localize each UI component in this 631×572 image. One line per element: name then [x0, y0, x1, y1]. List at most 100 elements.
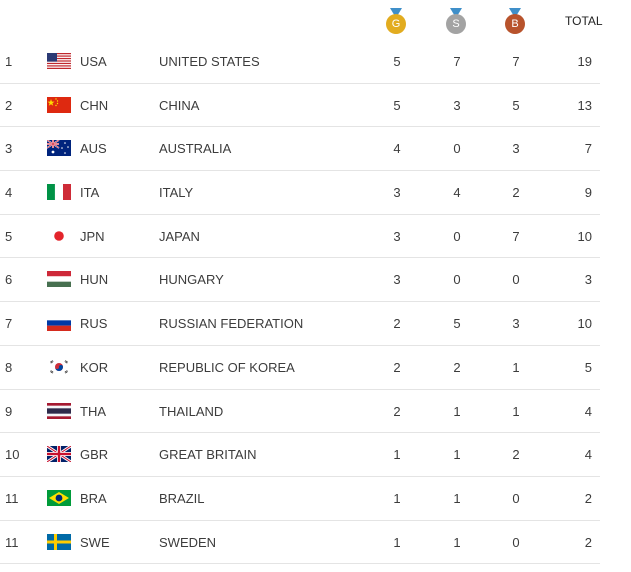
kor-flag-icon [47, 358, 71, 375]
rank: 3 [5, 141, 13, 157]
country-code: CHN [80, 97, 109, 113]
silver-count: 5 [453, 316, 461, 332]
gold-count: 3 [393, 185, 401, 201]
ita-flag-icon [47, 183, 71, 201]
country-code: THA [80, 403, 106, 419]
table-row[interactable]: 11 SWE SWEDEN 1 1 0 2 [0, 521, 600, 565]
silver-count: 2 [453, 359, 461, 375]
country-name[interactable]: UNITED STATES [159, 54, 260, 69]
silver-count: 1 [453, 490, 461, 506]
gold-count: 5 [393, 97, 401, 113]
gold-count: 2 [393, 403, 401, 419]
country-name[interactable]: AUSTRALIA [159, 141, 232, 157]
gold-count: 2 [393, 316, 401, 332]
bronze-medal-icon: B [505, 8, 525, 38]
bronze-count: 2 [512, 447, 520, 463]
bronze-count: 7 [512, 54, 520, 69]
rank: 11 [5, 534, 19, 550]
country-name[interactable]: CHINA [159, 97, 200, 113]
country-name[interactable]: HUNGARY [159, 272, 224, 288]
gold-count: 3 [393, 272, 401, 288]
rank: 11 [5, 490, 19, 506]
silver-count: 4 [453, 185, 461, 201]
usa-flag-icon [47, 53, 71, 69]
bronze-count: 1 [512, 359, 520, 375]
total-count: 4 [584, 403, 592, 419]
table-row[interactable]: 2 CHN CHINA 5 3 5 13 [0, 84, 600, 128]
total-count: 2 [584, 490, 592, 506]
table-row[interactable]: 5 JPN JAPAN 3 0 7 10 [0, 215, 600, 259]
total-count: 3 [584, 272, 592, 288]
country-name[interactable]: JAPAN [159, 228, 200, 244]
table-row[interactable]: 11 BRA BRAZIL 1 1 0 2 [0, 477, 600, 521]
country-code: USA [80, 54, 107, 69]
swe-flag-icon [47, 533, 71, 550]
bronze-letter: B [505, 14, 525, 34]
country-code: GBR [80, 447, 109, 463]
rank: 9 [5, 403, 13, 419]
country-code: AUS [80, 141, 107, 157]
table-row[interactable]: 7 RUS RUSSIAN FEDERATION 2 5 3 10 [0, 302, 600, 346]
bronze-count: 2 [512, 185, 520, 201]
country-name[interactable]: ITALY [159, 185, 194, 201]
table-body: 1 USA UNITED STATES 5 7 7 19 2 CHN CHINA 5 3 5 13 3 AUS… [0, 40, 631, 565]
table-row[interactable]: 4 ITA ITALY 3 4 2 9 [0, 171, 600, 215]
rank: 8 [5, 359, 13, 375]
country-code: JPN [80, 228, 105, 244]
silver-count: 1 [453, 534, 461, 550]
gold-count: 1 [393, 447, 401, 463]
silver-count: 0 [453, 272, 461, 288]
gold-count: 4 [393, 141, 401, 157]
bra-flag-icon [47, 489, 71, 506]
rus-flag-icon [47, 315, 71, 332]
table-row[interactable]: 3 AUS AUSTRALIA 4 0 3 7 [0, 127, 600, 172]
table-row[interactable]: 9 THA THAILAND 2 1 1 4 [0, 390, 600, 434]
aus-flag-icon [46, 139, 71, 157]
total-header: TOTAL [565, 14, 603, 28]
silver-count: 1 [453, 403, 461, 419]
total-count: 10 [577, 228, 592, 244]
bronze-count: 0 [512, 490, 520, 506]
gold-count: 1 [393, 490, 401, 506]
table-row[interactable]: 1 USA UNITED STATES 5 7 7 19 [0, 40, 600, 84]
country-name[interactable]: RUSSIAN FEDERATION [159, 316, 304, 332]
table-row[interactable]: 8 KOR REPUBLIC OF KOREA 2 2 1 5 [0, 346, 600, 390]
bronze-count: 0 [512, 534, 520, 550]
silver-count: 1 [453, 447, 461, 463]
silver-count: 0 [453, 141, 461, 157]
tha-flag-icon [47, 402, 71, 419]
table-row[interactable]: 10 GBR GREAT BRITAIN 1 1 2 4 [0, 433, 600, 477]
jpn-flag-icon [47, 227, 71, 244]
gold-count: 3 [393, 228, 401, 244]
silver-count: 7 [453, 54, 461, 69]
rank: 4 [5, 185, 13, 201]
silver-letter: S [446, 14, 466, 34]
bronze-count: 7 [512, 228, 520, 244]
table-row[interactable]: 6 HUN HUNGARY 3 0 0 3 [0, 258, 600, 303]
total-count: 13 [577, 97, 592, 113]
country-name[interactable]: REPUBLIC OF KOREA [159, 359, 295, 375]
silver-count: 3 [453, 97, 461, 113]
rank: 6 [5, 272, 13, 288]
bronze-count: 1 [512, 403, 520, 419]
country-code: ITA [80, 185, 100, 201]
country-name[interactable]: THAILAND [159, 403, 224, 419]
rank: 7 [5, 316, 13, 332]
rank: 10 [5, 447, 20, 463]
total-count: 10 [577, 316, 592, 332]
country-name[interactable]: SWEDEN [159, 534, 217, 550]
total-count: 5 [584, 359, 592, 375]
gold-count: 5 [393, 54, 401, 69]
country-name[interactable]: GREAT BRITAIN [159, 447, 257, 463]
chn-flag-icon [47, 96, 71, 113]
country-name[interactable]: BRAZIL [159, 490, 205, 506]
country-code: SWE [80, 534, 110, 550]
bronze-count: 5 [512, 97, 520, 113]
gbr-flag-icon [46, 444, 72, 464]
total-count: 9 [584, 185, 592, 201]
gold-count: 2 [393, 359, 401, 375]
gold-letter: G [386, 14, 406, 34]
total-count: 4 [584, 447, 592, 463]
bronze-count: 0 [512, 272, 520, 288]
